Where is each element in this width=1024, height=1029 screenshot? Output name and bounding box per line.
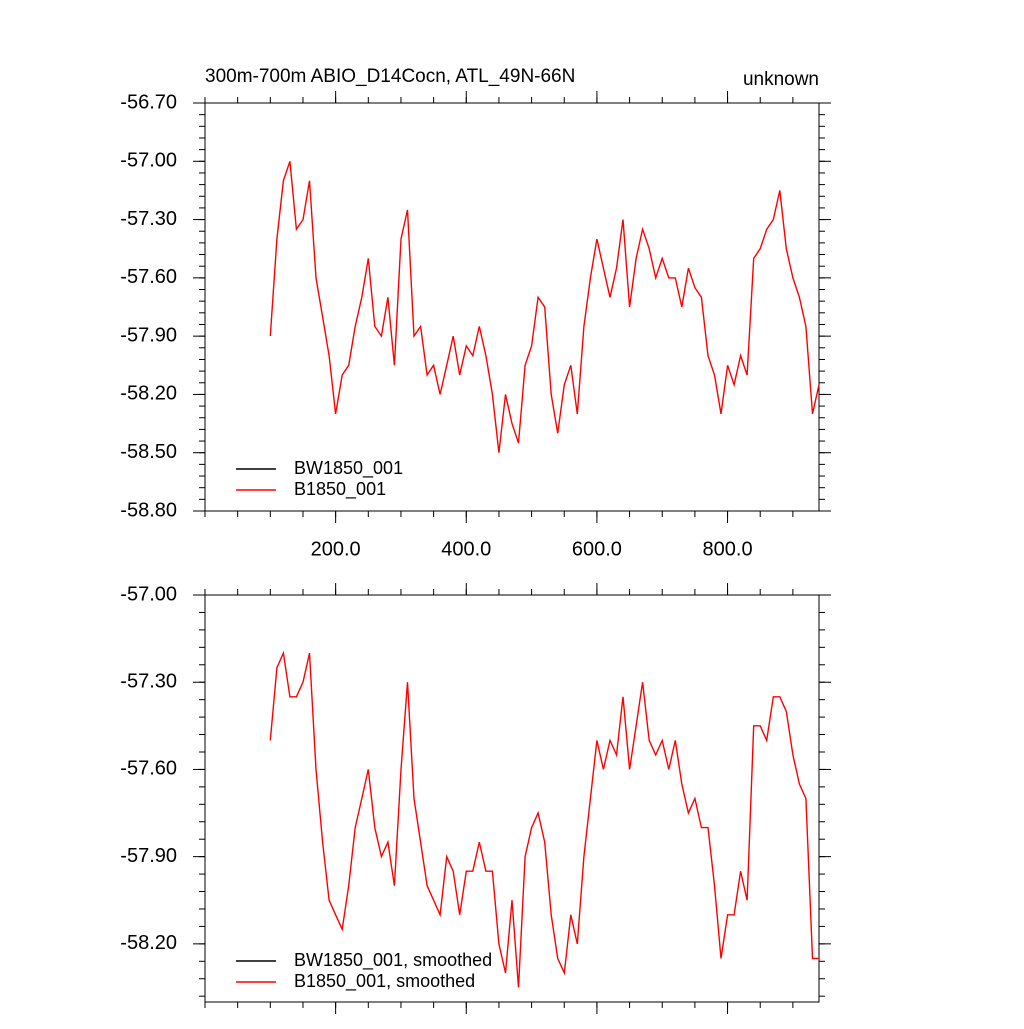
y-tick-label: -58.80 bbox=[120, 499, 177, 521]
plot-frame bbox=[204, 594, 820, 1003]
legend-label: B1850_001, smoothed bbox=[294, 971, 475, 992]
y-tick-label: -57.00 bbox=[120, 150, 177, 172]
y-tick-label: -57.60 bbox=[120, 266, 177, 288]
y-tick-label: -57.90 bbox=[120, 845, 177, 867]
legend-label: BW1850_001 bbox=[294, 458, 403, 479]
data-line bbox=[269, 650, 819, 988]
y-tick-label: -58.20 bbox=[120, 383, 177, 405]
y-tick-label: -57.90 bbox=[120, 324, 177, 346]
legend-label: B1850_001 bbox=[294, 479, 386, 500]
x-tick-label: 400.0 bbox=[441, 538, 491, 560]
data-line bbox=[269, 161, 820, 453]
chart-title: 300m-700m ABIO_D14Cocn, ATL_49N-66N bbox=[205, 66, 575, 87]
y-tick-label: -56.70 bbox=[120, 91, 177, 113]
y-tick-label: -58.20 bbox=[120, 932, 177, 954]
plot-frame bbox=[204, 102, 820, 512]
legend-label: BW1850_001, smoothed bbox=[294, 950, 492, 971]
y-tick-label: -57.00 bbox=[120, 583, 177, 605]
y-tick-label: -58.50 bbox=[120, 441, 177, 463]
y-tick-label: -57.60 bbox=[120, 758, 177, 780]
chart-subtitle: unknown bbox=[743, 69, 819, 90]
x-tick-label: 600.0 bbox=[572, 538, 622, 560]
y-tick-label: -57.30 bbox=[120, 670, 177, 692]
y-tick-label: -57.30 bbox=[120, 208, 177, 230]
x-tick-label: 800.0 bbox=[703, 538, 753, 560]
x-tick-label: 200.0 bbox=[311, 538, 361, 560]
